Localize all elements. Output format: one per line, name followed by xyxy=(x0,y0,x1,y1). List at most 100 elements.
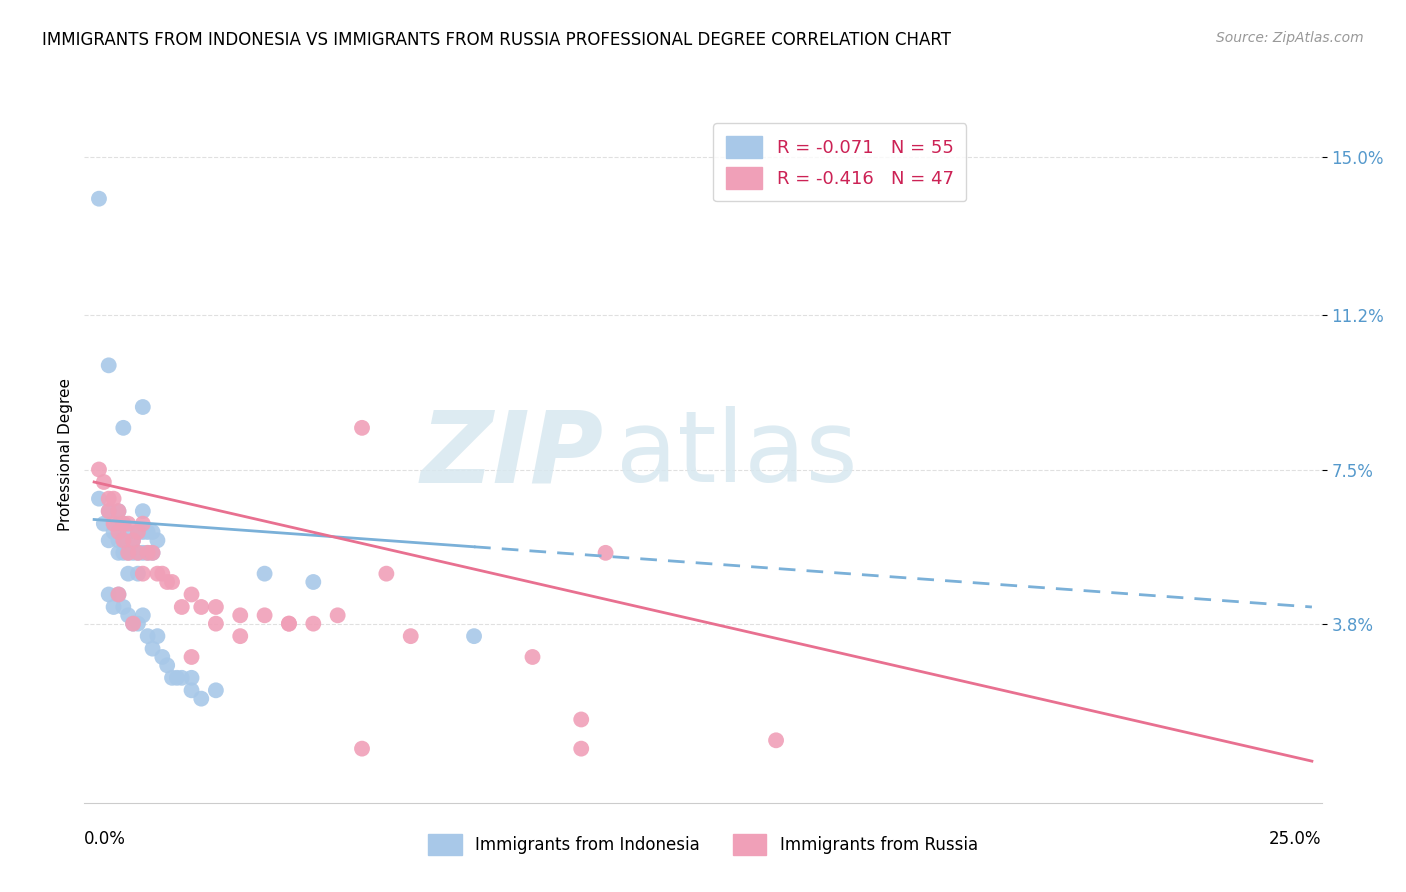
Point xyxy=(117,566,139,581)
Point xyxy=(142,546,165,560)
Point xyxy=(136,546,159,560)
Legend: R = -0.071   N = 55, R = -0.416   N = 47: R = -0.071 N = 55, R = -0.416 N = 47 xyxy=(713,123,966,202)
Point xyxy=(205,616,228,631)
Point xyxy=(136,546,159,560)
Point xyxy=(132,504,155,518)
Point xyxy=(146,566,169,581)
Point xyxy=(107,504,129,518)
Point xyxy=(180,650,202,665)
Point xyxy=(160,671,183,685)
Point xyxy=(132,400,155,414)
Text: 0.0%: 0.0% xyxy=(84,830,127,847)
Point xyxy=(132,566,155,581)
Point xyxy=(87,462,110,476)
Point xyxy=(107,587,129,601)
Point xyxy=(103,516,125,531)
Point xyxy=(765,733,787,747)
Point xyxy=(112,421,135,435)
Point xyxy=(150,650,173,665)
Point xyxy=(103,491,125,506)
Point xyxy=(122,533,145,548)
Point xyxy=(112,599,135,614)
Point xyxy=(205,599,228,614)
Point xyxy=(87,491,110,506)
Point xyxy=(156,574,179,589)
Text: ZIP: ZIP xyxy=(420,407,605,503)
Point xyxy=(97,504,120,518)
Point xyxy=(253,566,276,581)
Point xyxy=(122,533,145,548)
Point xyxy=(132,546,155,560)
Point xyxy=(170,671,193,685)
Point xyxy=(117,524,139,539)
Point xyxy=(97,359,120,373)
Point xyxy=(150,566,173,581)
Point xyxy=(132,524,155,539)
Point xyxy=(132,608,155,623)
Point xyxy=(146,629,169,643)
Point xyxy=(399,629,422,643)
Point xyxy=(112,546,135,560)
Point xyxy=(132,516,155,531)
Legend: Immigrants from Indonesia, Immigrants from Russia: Immigrants from Indonesia, Immigrants fr… xyxy=(422,828,984,862)
Point xyxy=(350,741,373,756)
Point xyxy=(127,616,149,631)
Point xyxy=(127,524,149,539)
Point xyxy=(595,546,617,560)
Point xyxy=(107,533,129,548)
Point xyxy=(122,546,145,560)
Point xyxy=(160,574,183,589)
Point xyxy=(93,475,115,489)
Point xyxy=(97,587,120,601)
Point xyxy=(229,629,252,643)
Point xyxy=(112,516,135,531)
Point xyxy=(302,616,325,631)
Point xyxy=(97,533,120,548)
Point xyxy=(569,741,592,756)
Point xyxy=(97,504,120,518)
Point xyxy=(103,524,125,539)
Point xyxy=(117,608,139,623)
Point xyxy=(127,524,149,539)
Point xyxy=(522,650,544,665)
Point xyxy=(142,524,165,539)
Point xyxy=(180,671,202,685)
Point xyxy=(117,546,139,560)
Point xyxy=(107,546,129,560)
Point xyxy=(156,658,179,673)
Point xyxy=(180,587,202,601)
Point xyxy=(117,546,139,560)
Point xyxy=(375,566,398,581)
Point xyxy=(136,524,159,539)
Point xyxy=(142,546,165,560)
Point xyxy=(278,616,301,631)
Point xyxy=(142,641,165,656)
Point xyxy=(253,608,276,623)
Point xyxy=(93,516,115,531)
Point xyxy=(117,516,139,531)
Point xyxy=(107,524,129,539)
Point xyxy=(205,683,228,698)
Point xyxy=(103,599,125,614)
Point xyxy=(166,671,188,685)
Point xyxy=(107,516,129,531)
Point xyxy=(107,587,129,601)
Point xyxy=(170,599,193,614)
Point xyxy=(87,192,110,206)
Point xyxy=(127,566,149,581)
Y-axis label: Professional Degree: Professional Degree xyxy=(58,378,73,532)
Point xyxy=(112,533,135,548)
Point xyxy=(190,599,212,614)
Text: 25.0%: 25.0% xyxy=(1270,830,1322,847)
Point xyxy=(229,608,252,623)
Point xyxy=(326,608,349,623)
Point xyxy=(278,616,301,631)
Point xyxy=(122,616,145,631)
Point xyxy=(569,713,592,727)
Point xyxy=(146,533,169,548)
Text: IMMIGRANTS FROM INDONESIA VS IMMIGRANTS FROM RUSSIA PROFESSIONAL DEGREE CORRELAT: IMMIGRANTS FROM INDONESIA VS IMMIGRANTS … xyxy=(42,31,952,49)
Point xyxy=(463,629,485,643)
Point xyxy=(112,533,135,548)
Point xyxy=(107,504,129,518)
Point xyxy=(97,491,120,506)
